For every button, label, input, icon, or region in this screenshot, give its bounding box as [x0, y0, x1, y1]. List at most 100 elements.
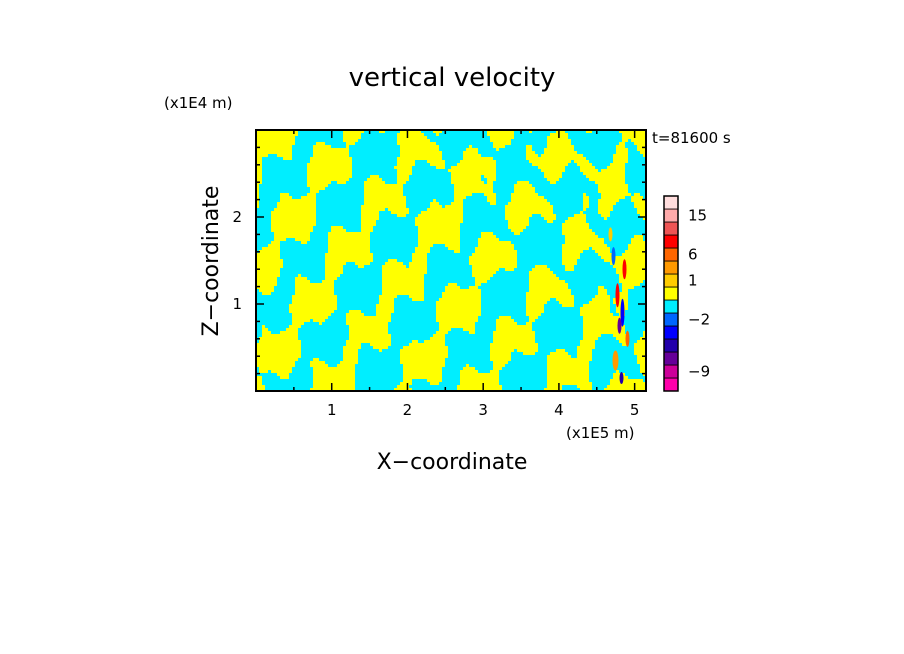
- field-positive-region: [472, 265, 517, 268]
- wave-packet-mark: [608, 227, 613, 242]
- field-positive-region: [268, 244, 280, 247]
- field-positive-region: [454, 199, 463, 202]
- field-positive-region: [400, 361, 445, 364]
- field-positive-region: [487, 133, 514, 136]
- field-positive-region: [436, 301, 481, 304]
- field-positive-region: [586, 130, 592, 133]
- field-positive-region: [547, 142, 571, 145]
- field-positive-region: [256, 280, 277, 283]
- field-positive-region: [382, 289, 424, 292]
- field-positive-region: [493, 331, 535, 334]
- wave-packet-mark: [612, 350, 619, 371]
- field-positive-region: [526, 154, 538, 157]
- field-positive-region: [634, 193, 640, 196]
- field-positive-region: [274, 238, 286, 241]
- field-positive-region: [382, 277, 424, 280]
- field-positive-region: [442, 295, 481, 298]
- field-positive-region: [412, 259, 427, 262]
- field-positive-region: [598, 211, 610, 214]
- field-positive-region: [526, 322, 532, 325]
- field-positive-region: [565, 220, 586, 223]
- x-tick-label: 3: [478, 401, 488, 419]
- field-positive-region: [457, 163, 496, 166]
- field-positive-region: [361, 223, 376, 226]
- field-positive-region: [256, 286, 274, 289]
- field-positive-region: [274, 235, 310, 238]
- field-positive-region: [328, 241, 370, 244]
- field-positive-region: [631, 199, 646, 202]
- field-positive-region: [292, 316, 328, 319]
- field-positive-region: [583, 193, 586, 196]
- field-positive-region: [583, 337, 598, 340]
- colorbar-label: 1: [688, 272, 698, 290]
- field-positive-region: [289, 325, 301, 328]
- field-positive-region: [592, 247, 610, 250]
- field-positive-region: [607, 385, 646, 388]
- field-positive-region: [397, 181, 406, 184]
- field-positive-region: [325, 262, 346, 265]
- field-positive-region: [526, 151, 535, 154]
- field-positive-region: [619, 142, 625, 145]
- field-positive-region: [397, 178, 409, 181]
- field-positive-region: [256, 199, 259, 202]
- field-positive-region: [313, 376, 355, 379]
- field-positive-region: [628, 244, 646, 247]
- wave-packet-mark: [617, 317, 622, 334]
- field-positive-region: [451, 166, 496, 169]
- field-positive-region: [478, 244, 514, 247]
- field-positive-region: [262, 247, 280, 250]
- field-positive-region: [409, 295, 424, 298]
- field-positive-region: [436, 331, 448, 334]
- field-positive-region: [292, 322, 304, 325]
- field-positive-region: [613, 160, 628, 163]
- field-positive-region: [544, 217, 556, 220]
- field-positive-region: [295, 292, 334, 295]
- field-positive-region: [544, 172, 562, 175]
- field-positive-region: [256, 358, 298, 361]
- field-positive-region: [511, 193, 538, 196]
- field-positive-region: [505, 214, 532, 217]
- field-positive-region: [565, 235, 598, 238]
- field-positive-region: [412, 298, 424, 301]
- field-positive-region: [256, 133, 298, 136]
- field-positive-region: [256, 169, 262, 172]
- field-positive-region: [598, 202, 616, 205]
- field-positive-region: [364, 184, 403, 187]
- field-positive-region: [472, 271, 496, 274]
- colorbar-level: [663, 260, 679, 275]
- field-positive-region: [640, 214, 646, 217]
- colorbar-level: [663, 234, 679, 249]
- field-positive-region: [643, 217, 646, 220]
- field-positive-region: [616, 148, 628, 151]
- field-positive-region: [514, 190, 535, 193]
- field-positive-region: [313, 319, 325, 322]
- field-positive-region: [616, 337, 628, 340]
- field-positive-region: [619, 280, 643, 283]
- field-positive-region: [589, 301, 610, 304]
- field-positive-region: [436, 166, 445, 169]
- field-positive-region: [256, 352, 301, 355]
- field-positive-region: [526, 301, 547, 304]
- colorbar-frame: [663, 195, 679, 392]
- field-positive-region: [325, 268, 343, 271]
- field-positive-region: [565, 238, 604, 241]
- field-positive-region: [379, 130, 385, 133]
- field-positive-region: [547, 139, 571, 142]
- field-positive-region: [262, 325, 265, 328]
- field-positive-region: [562, 262, 577, 265]
- colorbar-level: [663, 351, 679, 366]
- field-positive-region: [256, 388, 265, 391]
- field-positive-region: [382, 280, 424, 283]
- field-positive-region: [496, 322, 517, 325]
- field-positive-region: [631, 241, 646, 244]
- field-positive-region: [400, 154, 442, 157]
- field-positive-region: [418, 229, 460, 232]
- field-positive-region: [517, 181, 529, 184]
- field-positive-region: [616, 310, 625, 313]
- field-positive-region: [526, 304, 544, 307]
- plot-frame: [255, 129, 647, 392]
- field-positive-region: [475, 283, 481, 286]
- field-positive-region: [625, 250, 646, 253]
- field-positive-region: [283, 157, 292, 160]
- field-positive-region: [256, 253, 280, 256]
